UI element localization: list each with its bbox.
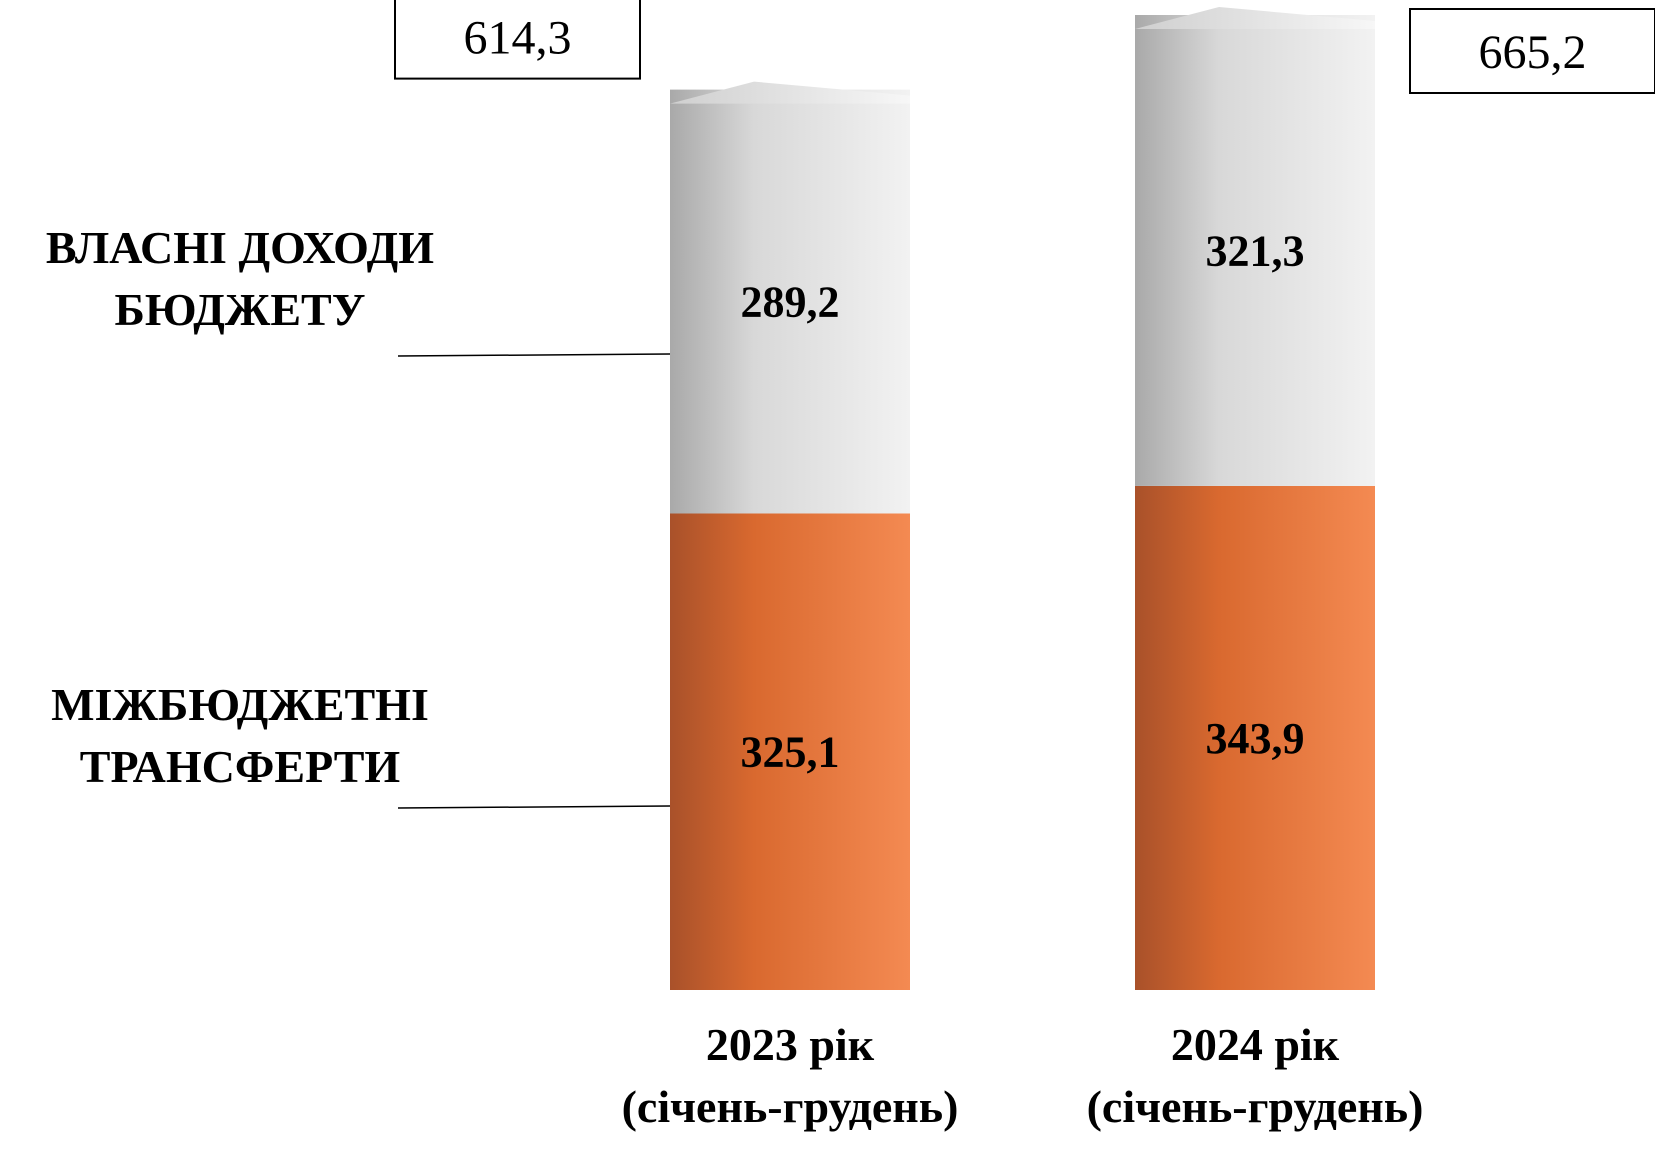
category-label-1-line-2: (січень-грудень) [622,1081,959,1132]
total-label-1: 614,3 [464,12,572,65]
series-label-own-revenue-line-1: ВЛАСНІ ДОХОДИ [46,222,434,273]
total-box-2 [1409,8,1655,94]
bar-top-face-1 [670,81,910,104]
bar-segment-own-revenue-2 [1135,15,1375,486]
category-label-2-line-2: (січень-грудень) [1087,1081,1424,1132]
series-label-transfers-line-2: ТРАНСФЕРТИ [80,741,401,792]
bar-top-face-2 [1135,7,1375,29]
series-label-own-revenue-line-2: БЮДЖЕТУ [114,284,365,335]
data-label-own-revenue-1: 289,2 [741,278,840,327]
bar-segment-transfers-2 [1135,485,1375,990]
total-box-1 [394,0,641,80]
bar-segment-own-revenue-1 [670,89,910,514]
bar-segment-transfers-1 [670,513,910,990]
category-label-2-line-1: 2024 рік [1171,1019,1340,1070]
data-label-own-revenue-2: 321,3 [1206,226,1305,275]
leader-line-transfers [397,805,671,809]
category-label-1-line-1: 2023 рік [706,1019,875,1070]
series-label-transfers-line-1: МІЖБЮДЖЕТНІ [51,679,429,730]
data-label-transfers-2: 343,9 [1206,714,1305,763]
data-label-transfers-1: 325,1 [741,728,840,777]
total-label-2: 665,2 [1479,26,1587,79]
leader-line-own-revenue [397,353,671,357]
